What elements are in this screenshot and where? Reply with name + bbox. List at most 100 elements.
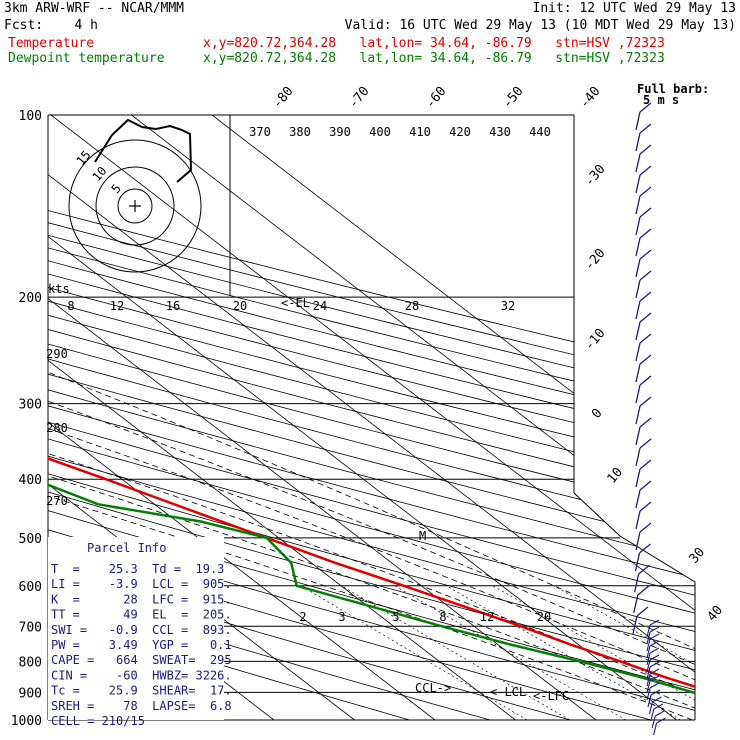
lcl-marker: <-LCL bbox=[490, 685, 526, 699]
mixing-ratio-label: 12 bbox=[480, 610, 494, 624]
init-time: Init: 12 UTC Wed 29 May 13 bbox=[532, 1, 737, 16]
mixing-ratio-label: 2 bbox=[299, 610, 306, 624]
wind-speed-label: 24 bbox=[313, 299, 327, 313]
ccl-marker: CCL-> bbox=[415, 681, 451, 695]
parcel-info-background bbox=[48, 537, 224, 720]
mixing-ratio-label: 8 bbox=[439, 610, 446, 624]
wind-barb-flag bbox=[639, 417, 652, 428]
wind-barb-flag bbox=[653, 703, 664, 710]
wind-barb-flag bbox=[639, 270, 652, 281]
wind-barb-staff bbox=[635, 447, 641, 467]
wind-barb-staff bbox=[635, 300, 641, 320]
wind-barb-flag bbox=[649, 682, 660, 689]
wind-barb-staff bbox=[651, 715, 656, 729]
parcel-info-row: K = 28 LFC = 915. bbox=[51, 592, 232, 606]
hodograph-ring bbox=[95, 166, 175, 246]
wind-barb-flag bbox=[639, 354, 652, 365]
wind-barb-staff bbox=[646, 631, 651, 645]
wind-barb-staff bbox=[634, 552, 641, 572]
theta-label: 390 bbox=[329, 125, 351, 139]
wind-barb-staff bbox=[635, 426, 641, 446]
mixing-ratio-line bbox=[394, 585, 627, 720]
legend-temperature-location: x,y=820.72,364.28 lat,lon= 34.64, -86.79… bbox=[203, 36, 665, 51]
wind-barb-staff bbox=[650, 708, 655, 722]
wind-barb-flag bbox=[639, 186, 652, 197]
wind-barb-staff bbox=[635, 279, 641, 299]
wind-barb-staff bbox=[632, 615, 638, 635]
wind-barb-flag bbox=[639, 123, 652, 134]
wind-barb-flag bbox=[649, 640, 660, 647]
wind-barb-flag bbox=[639, 207, 652, 218]
wind-barb-flag bbox=[639, 543, 651, 554]
wind-speed-label: 16 bbox=[166, 299, 180, 313]
pressure-label: 1000 bbox=[11, 714, 42, 729]
parcel-info-row: LI = -3.9 LCL = 905. bbox=[51, 577, 232, 591]
dry-adiabat bbox=[48, 115, 695, 720]
wind-barb-flag bbox=[637, 585, 650, 596]
pressure-label: 600 bbox=[19, 580, 42, 595]
isotherm-label: -10 bbox=[582, 326, 609, 354]
wind-barb-staff bbox=[646, 652, 651, 666]
wind-barb-flag bbox=[649, 675, 660, 682]
dewpoint-profile bbox=[48, 115, 695, 720]
wind-barb-flag bbox=[650, 689, 661, 696]
legend-dewpoint-location: x,y=820.72,364.28 lat,lon= 34.64, -86.79… bbox=[203, 51, 665, 66]
theta-e-label: 280 bbox=[46, 421, 68, 435]
theta-label: 380 bbox=[289, 125, 311, 139]
theta-e-label: 270 bbox=[46, 494, 68, 508]
legend-temperature: Temperature bbox=[8, 36, 95, 51]
pressure-label: 400 bbox=[19, 473, 42, 488]
isotherm-label: -50 bbox=[500, 84, 527, 112]
isotherm-label: -40 bbox=[577, 84, 604, 112]
wind-barb-flag bbox=[639, 312, 652, 323]
isotherm-label: 30 bbox=[687, 545, 709, 567]
wind-barb-staff bbox=[635, 132, 641, 152]
dry-adiabat bbox=[48, 115, 695, 720]
theta-label: 410 bbox=[409, 125, 431, 139]
wind-barb-flag bbox=[639, 459, 652, 470]
wind-barb-staff bbox=[646, 680, 651, 694]
full-barb-speed: 5 m s bbox=[643, 93, 679, 107]
isotherm-label: -30 bbox=[582, 162, 609, 190]
wind-speed-label: 28 bbox=[405, 299, 419, 313]
wind-barb-staff bbox=[648, 701, 653, 715]
wind-barb-flag bbox=[639, 228, 652, 239]
hodograph-ring bbox=[117, 188, 153, 224]
wind-barb-staff bbox=[635, 468, 641, 488]
wind-barb-staff bbox=[635, 363, 641, 383]
isotherm-line bbox=[131, 115, 695, 720]
isotherm-label: 10 bbox=[605, 465, 627, 487]
valid-time: Valid: 16 UTC Wed 29 May 13 (10 MDT Wed … bbox=[344, 18, 736, 33]
mixing-ratio-label: 3 bbox=[338, 610, 345, 624]
wind-barb-staff bbox=[635, 258, 641, 278]
isotherm-label: -20 bbox=[582, 246, 609, 274]
wind-barb-staff bbox=[635, 237, 641, 257]
mixing-ratio-line bbox=[300, 585, 528, 720]
isotherm-label: 40 bbox=[705, 603, 727, 625]
wind-barb-staff bbox=[633, 594, 639, 614]
wind-barb-staff bbox=[635, 216, 641, 236]
wind-barb-staff bbox=[635, 174, 641, 194]
parcel-info-row: Tc = 25.9 SHEAR= 17. bbox=[51, 684, 232, 698]
wind-barb-flag bbox=[639, 291, 652, 302]
isotherm-line bbox=[48, 115, 695, 720]
dry-adiabat bbox=[48, 115, 695, 720]
wind-speed-label: 20 bbox=[233, 299, 247, 313]
theta-e-label: 290 bbox=[46, 347, 68, 361]
isotherm-line bbox=[48, 115, 597, 720]
wind-barb-staff bbox=[646, 659, 651, 673]
dry-adiabat bbox=[48, 115, 695, 720]
wind-barb-flag bbox=[639, 501, 652, 512]
wind-barb-flag bbox=[649, 668, 660, 675]
isotherm-line bbox=[48, 115, 677, 720]
wind-barb-flag bbox=[649, 654, 660, 661]
dry-adiabat bbox=[48, 115, 695, 720]
wind-speed-label: 32 bbox=[501, 299, 515, 313]
pressure-label: 700 bbox=[19, 620, 42, 635]
legend-dewpoint: Dewpoint temperature bbox=[8, 51, 165, 66]
wind-barb-staff bbox=[646, 687, 651, 701]
wind-barb-staff bbox=[635, 531, 641, 551]
parcel-info-row: CIN = -60 HWBZ= 3226. bbox=[51, 668, 232, 682]
dry-adiabat bbox=[48, 115, 695, 720]
wind-barb-staff bbox=[635, 510, 641, 530]
